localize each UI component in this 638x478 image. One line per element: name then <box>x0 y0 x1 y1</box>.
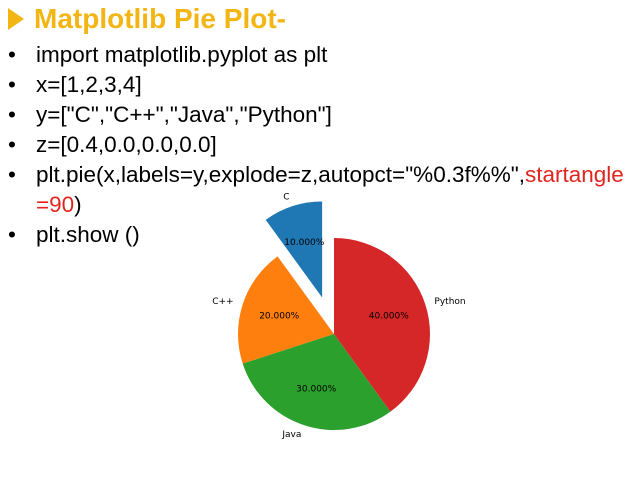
bullet-item: • import matplotlib.pyplot as plt <box>8 40 633 70</box>
pie-percent-label: 20.000% <box>259 312 299 322</box>
bullet-dot: • <box>8 72 16 97</box>
bullet-text: y=["C","C++","Java","Python"] <box>36 102 332 127</box>
pie-slice-java <box>242 334 391 430</box>
pie-percent-label: 40.000% <box>369 312 409 322</box>
pie-slice-c <box>265 201 323 298</box>
bullet-item: • z=[0.4,0.0,0.0,0.0] <box>8 130 633 160</box>
bullet-text: plt.show () <box>36 222 140 247</box>
arrow-bullet-icon <box>8 8 24 30</box>
pie-percent-label: 10.000% <box>284 238 324 248</box>
bullet-dot: • <box>8 42 16 67</box>
bullet-text: x=[1,2,3,4] <box>36 72 142 97</box>
bullet-text: z=[0.4,0.0,0.0,0.0] <box>36 132 217 157</box>
pie-label: Python <box>434 297 465 307</box>
pie-label: C <box>283 193 289 203</box>
pie-chart: C 10.000% C++ 20.000% Java 30.000% Python 40.00… <box>212 193 465 440</box>
bullet-list: • import matplotlib.pyplot as plt • x=[1… <box>8 40 633 250</box>
pie-slice-python <box>334 238 430 412</box>
code-highlight: startangle=90 <box>36 162 624 217</box>
pie-slice-cpp <box>238 256 334 364</box>
bullet-dot: • <box>8 132 16 157</box>
pie-label: Java <box>281 430 301 440</box>
pie-label: C++ <box>212 297 233 307</box>
code-suffix: ) <box>74 192 82 217</box>
slide-title-text: Matplotlib Pie Plot- <box>34 3 286 34</box>
bullet-dot: • <box>8 102 16 127</box>
bullet-dot: • <box>8 222 16 247</box>
bullet-item: • x=[1,2,3,4] <box>8 70 633 100</box>
bullet-dot: • <box>8 162 16 187</box>
code-prefix: plt.pie(x,labels=y,explode=z,autopct="%0… <box>36 162 525 187</box>
bullet-item: • plt.show () <box>8 220 633 250</box>
slide-title: Matplotlib Pie Plot- <box>8 2 286 36</box>
bullet-text: import matplotlib.pyplot as plt <box>36 42 328 67</box>
bullet-item-code: • plt.pie(x,labels=y,explode=z,autopct="… <box>8 160 636 220</box>
bullet-item: • y=["C","C++","Java","Python"] <box>8 100 633 130</box>
pie-percent-label: 30.000% <box>296 384 336 394</box>
